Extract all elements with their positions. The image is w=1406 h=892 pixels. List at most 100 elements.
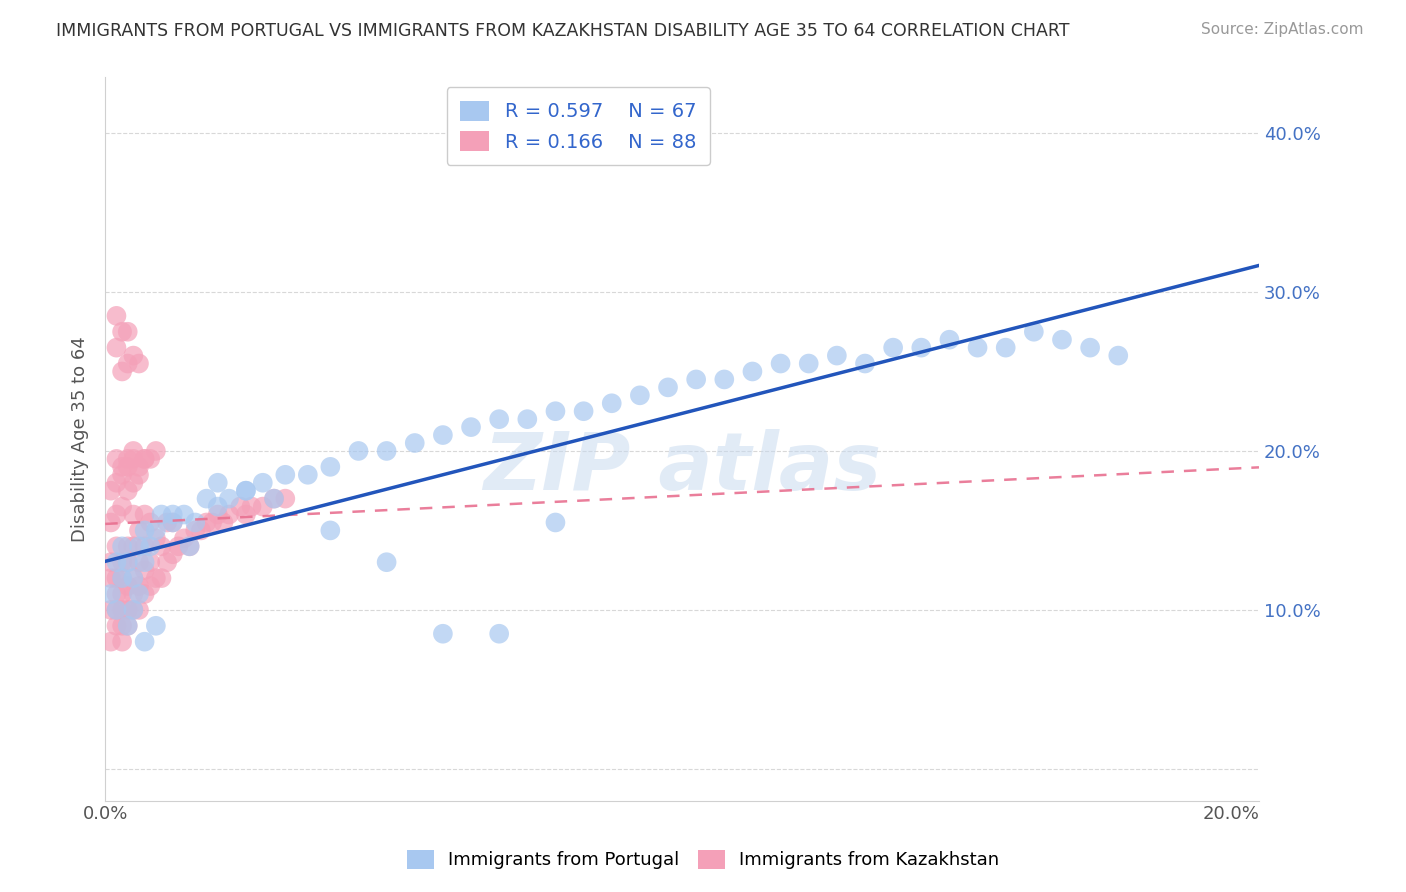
Point (117, 603, 139, 617)
Point (235, 483, 257, 498)
Point (263, 491, 285, 506)
Point (145, 619, 167, 633)
Y-axis label: Disability Age 35 to 64: Disability Age 35 to 64 (72, 336, 89, 542)
Point (184, 516, 207, 530)
Point (1078, 341, 1101, 355)
Point (162, 547, 184, 561)
Legend: R = 0.597    N = 67, R = 0.166    N = 88: R = 0.597 N = 67, R = 0.166 N = 88 (447, 87, 710, 165)
Point (128, 467, 150, 482)
Point (179, 539, 201, 553)
Point (145, 444, 167, 458)
Point (657, 380, 679, 394)
Point (825, 349, 848, 363)
Point (685, 372, 707, 386)
Point (100, 634, 122, 648)
Point (122, 475, 145, 490)
Point (117, 325, 139, 339)
Point (173, 508, 195, 522)
Point (111, 364, 134, 378)
Point (274, 467, 297, 482)
Point (100, 603, 122, 617)
Point (134, 451, 156, 466)
Point (100, 571, 122, 585)
Point (600, 396, 623, 410)
Point (122, 571, 145, 585)
Point (100, 516, 122, 530)
Point (145, 524, 167, 538)
Point (111, 325, 134, 339)
Point (544, 404, 567, 418)
Point (117, 555, 139, 569)
Point (111, 587, 134, 601)
Point (117, 619, 139, 633)
Point (1050, 333, 1073, 347)
Point (853, 357, 876, 371)
Point (212, 516, 235, 530)
Point (544, 516, 567, 530)
Point (111, 555, 134, 569)
Point (207, 508, 229, 522)
Point (105, 603, 128, 617)
Point (105, 603, 128, 617)
Point (111, 500, 134, 514)
Point (235, 508, 257, 522)
Point (488, 412, 510, 426)
Point (139, 579, 162, 593)
Point (797, 357, 820, 371)
Point (179, 539, 201, 553)
Point (375, 555, 398, 569)
Point (1107, 349, 1129, 363)
Point (128, 539, 150, 553)
Text: IMMIGRANTS FROM PORTUGAL VS IMMIGRANTS FROM KAZAKHSTAN DISABILITY AGE 35 TO 64 C: IMMIGRANTS FROM PORTUGAL VS IMMIGRANTS F… (56, 22, 1070, 40)
Point (128, 603, 150, 617)
Point (122, 349, 145, 363)
Point (100, 587, 122, 601)
Point (105, 309, 128, 323)
Point (150, 571, 173, 585)
Point (162, 516, 184, 530)
Point (122, 603, 145, 617)
Point (218, 508, 240, 522)
Point (100, 483, 122, 498)
Point (122, 587, 145, 601)
Point (105, 451, 128, 466)
Point (207, 475, 229, 490)
Point (297, 467, 319, 482)
Point (111, 571, 134, 585)
Point (201, 516, 224, 530)
Point (162, 508, 184, 522)
Legend: Immigrants from Portugal, Immigrants from Kazakhstan: Immigrants from Portugal, Immigrants fro… (398, 841, 1008, 879)
Point (713, 372, 735, 386)
Point (769, 357, 792, 371)
Point (432, 428, 454, 442)
Point (882, 341, 904, 355)
Point (134, 451, 156, 466)
Point (105, 508, 128, 522)
Point (117, 555, 139, 569)
Point (139, 451, 162, 466)
Point (994, 341, 1017, 355)
Point (319, 459, 342, 474)
Point (134, 508, 156, 522)
Point (404, 436, 426, 450)
Point (128, 587, 150, 601)
Point (218, 491, 240, 506)
Point (117, 451, 139, 466)
Point (134, 587, 156, 601)
Point (117, 539, 139, 553)
Point (252, 475, 274, 490)
Point (111, 603, 134, 617)
Point (134, 634, 156, 648)
Point (134, 524, 156, 538)
Point (111, 571, 134, 585)
Point (240, 500, 263, 514)
Point (319, 524, 342, 538)
Point (128, 555, 150, 569)
Point (111, 539, 134, 553)
Point (966, 341, 988, 355)
Point (938, 333, 960, 347)
Point (134, 539, 156, 553)
Point (375, 444, 398, 458)
Point (195, 491, 218, 506)
Text: ZIP atlas: ZIP atlas (484, 429, 882, 507)
